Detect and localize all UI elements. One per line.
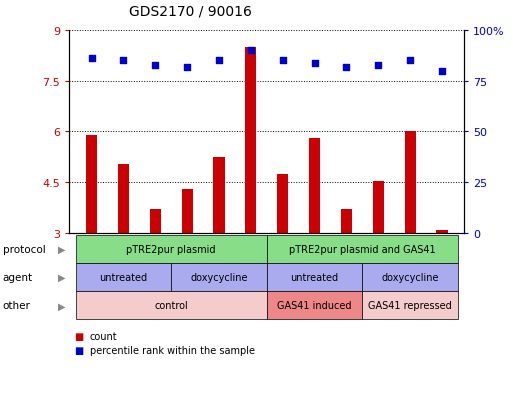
Bar <box>277 174 288 233</box>
Bar <box>437 230 447 233</box>
Text: GAS41 repressed: GAS41 repressed <box>368 301 452 311</box>
Bar <box>150 210 161 233</box>
Point <box>183 64 191 71</box>
Point <box>87 56 95 63</box>
Point <box>310 60 319 66</box>
Bar <box>341 210 352 233</box>
Text: count: count <box>90 331 117 341</box>
Point <box>247 48 255 55</box>
Bar <box>118 164 129 233</box>
Bar <box>405 132 416 233</box>
Text: ▶: ▶ <box>58 244 65 254</box>
Point <box>151 62 160 69</box>
Bar <box>86 135 97 233</box>
Point <box>438 68 446 75</box>
Text: ▶: ▶ <box>58 301 65 311</box>
Text: percentile rank within the sample: percentile rank within the sample <box>90 346 255 356</box>
Bar <box>182 190 193 233</box>
Text: ▶: ▶ <box>58 273 65 282</box>
Bar <box>213 157 225 233</box>
Text: GAS41 induced: GAS41 induced <box>278 301 352 311</box>
Text: protocol: protocol <box>3 244 45 254</box>
Text: other: other <box>3 301 30 311</box>
Point <box>342 64 350 71</box>
Text: GDS2170 / 90016: GDS2170 / 90016 <box>128 5 251 19</box>
Point <box>406 58 414 64</box>
Text: control: control <box>154 301 188 311</box>
Text: pTRE2pur plasmid: pTRE2pur plasmid <box>126 244 216 254</box>
Point <box>374 62 382 69</box>
Text: agent: agent <box>3 273 33 282</box>
Text: untreated: untreated <box>290 273 339 282</box>
Point <box>215 58 223 64</box>
Text: doxycycline: doxycycline <box>381 273 439 282</box>
Text: pTRE2pur plasmid and GAS41: pTRE2pur plasmid and GAS41 <box>289 244 436 254</box>
Text: doxycycline: doxycycline <box>190 273 248 282</box>
Text: ■: ■ <box>74 346 84 356</box>
Text: ■: ■ <box>74 331 84 341</box>
Bar <box>309 139 320 233</box>
Point <box>279 58 287 64</box>
Point <box>120 58 128 64</box>
Bar <box>245 48 256 233</box>
Bar <box>372 181 384 233</box>
Text: untreated: untreated <box>100 273 147 282</box>
